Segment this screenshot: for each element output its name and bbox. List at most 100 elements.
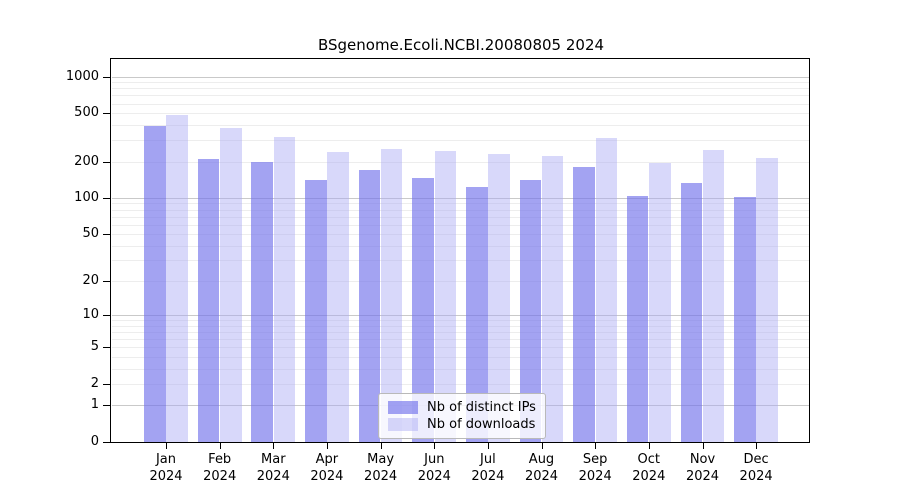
y-tick-mark xyxy=(103,315,110,317)
bar-jan-ips xyxy=(144,126,166,442)
bar-aug-downloads xyxy=(541,156,564,442)
gridline-minor xyxy=(112,325,810,327)
gridline-major xyxy=(112,76,810,78)
bar-may-ips xyxy=(358,170,381,442)
gridline-minor xyxy=(112,383,810,385)
bar-jan-downloads xyxy=(166,115,188,442)
y-tick-label: 50 xyxy=(82,226,99,241)
bar-jul-downloads xyxy=(488,153,510,442)
x-tick-mark xyxy=(487,443,489,449)
bar-may-downloads xyxy=(380,149,403,442)
x-tick-label: Nov 2024 xyxy=(685,452,720,484)
x-tick-mark xyxy=(219,443,221,449)
bar-jun-ips xyxy=(412,178,434,442)
bar-dec-ips xyxy=(734,196,756,442)
gridline-minor xyxy=(112,209,810,211)
gridline-minor xyxy=(112,95,810,97)
legend: Nb of distinct IPs Nb of downloads xyxy=(378,393,546,439)
gridline-minor xyxy=(112,216,810,218)
x-tick-mark xyxy=(166,443,167,449)
x-tick-label: Dec 2024 xyxy=(739,452,773,484)
bar-jun-downloads xyxy=(434,151,457,442)
gridline-minor xyxy=(112,224,810,226)
bar-sep-downloads xyxy=(595,138,618,442)
x-tick-label: Sep 2024 xyxy=(578,452,612,484)
y-tick-label: 100 xyxy=(74,189,99,205)
x-tick-mark xyxy=(326,443,328,449)
y-tick-mark xyxy=(103,281,110,282)
x-tick-label: Jan 2024 xyxy=(149,452,183,484)
bar-feb-ips xyxy=(197,158,220,442)
bar-sep-ips xyxy=(573,166,595,442)
x-tick-mark xyxy=(273,443,275,449)
legend-swatch-downloads xyxy=(388,418,418,431)
legend-label-downloads: Nb of downloads xyxy=(427,417,536,432)
y-tick-mark xyxy=(103,405,110,407)
y-tick-label: 1000 xyxy=(65,68,99,84)
gridline-minor xyxy=(112,260,810,262)
gridline-minor xyxy=(112,140,810,142)
y-tick-mark xyxy=(103,113,110,115)
bar-jul-ips xyxy=(466,187,488,442)
y-tick-label: 200 xyxy=(74,153,99,169)
bar-nov-ips xyxy=(680,183,703,442)
x-tick-label: Aug 2024 xyxy=(524,452,559,484)
gridline-minor xyxy=(112,161,810,163)
x-tick-mark xyxy=(380,443,382,449)
gridline-minor xyxy=(112,332,810,333)
gridline-minor xyxy=(112,113,810,115)
gridline-minor xyxy=(112,234,810,235)
y-tick-label: 500 xyxy=(74,105,99,121)
bar-dec-downloads xyxy=(756,157,778,442)
legend-item-distinct-ips: Nb of distinct IPs xyxy=(388,400,536,415)
y-tick-label: 2 xyxy=(90,375,99,391)
x-tick-label: Jul 2024 xyxy=(471,452,505,484)
y-tick-label: 10 xyxy=(82,307,99,323)
bar-nov-downloads xyxy=(702,149,725,442)
gridline-minor xyxy=(112,82,810,84)
x-tick-label: Apr 2024 xyxy=(310,452,344,484)
x-tick-mark xyxy=(595,443,597,449)
legend-label-distinct-ips: Nb of distinct IPs xyxy=(427,400,536,415)
y-tick-label: 5 xyxy=(90,339,99,355)
y-tick-mark xyxy=(103,347,110,349)
x-tick-mark xyxy=(756,443,758,449)
y-tick-mark xyxy=(103,383,110,385)
gridline-minor xyxy=(112,88,810,90)
y-tick-label: 0 xyxy=(90,434,99,449)
gridline-minor xyxy=(112,356,810,358)
y-tick-mark xyxy=(103,442,110,443)
x-tick-label: Jun 2024 xyxy=(417,452,451,484)
x-tick-label: May 2024 xyxy=(364,452,398,484)
gridline-minor xyxy=(112,368,810,370)
y-tick-mark xyxy=(103,76,110,78)
gridline-minor xyxy=(112,103,810,105)
bar-oct-ips xyxy=(626,195,649,442)
gridline-major xyxy=(112,197,810,199)
legend-swatch-distinct-ips xyxy=(388,401,418,414)
y-tick-mark xyxy=(103,234,110,235)
gridline-minor xyxy=(112,339,810,341)
gridline-minor xyxy=(112,281,810,282)
bar-apr-downloads xyxy=(327,151,349,442)
bar-mar-ips xyxy=(251,161,273,442)
x-tick-mark xyxy=(648,443,650,449)
gridline-minor xyxy=(112,347,810,349)
legend-item-downloads: Nb of downloads xyxy=(388,417,536,432)
gridline-minor xyxy=(112,124,810,126)
bar-feb-downloads xyxy=(220,128,242,442)
y-tick-label: 20 xyxy=(82,273,99,288)
x-tick-label: Feb 2024 xyxy=(203,452,237,484)
gridline-major xyxy=(112,315,810,317)
bar-apr-ips xyxy=(305,180,327,442)
bar-mar-downloads xyxy=(273,137,296,442)
chart-title: BSgenome.Ecoli.NCBI.20080805 2024 xyxy=(317,36,605,54)
bar-oct-downloads xyxy=(649,162,671,442)
y-tick-mark xyxy=(103,197,110,199)
bar-aug-ips xyxy=(519,180,542,442)
y-tick-mark xyxy=(103,161,110,163)
x-tick-label: Mar 2024 xyxy=(256,452,290,484)
